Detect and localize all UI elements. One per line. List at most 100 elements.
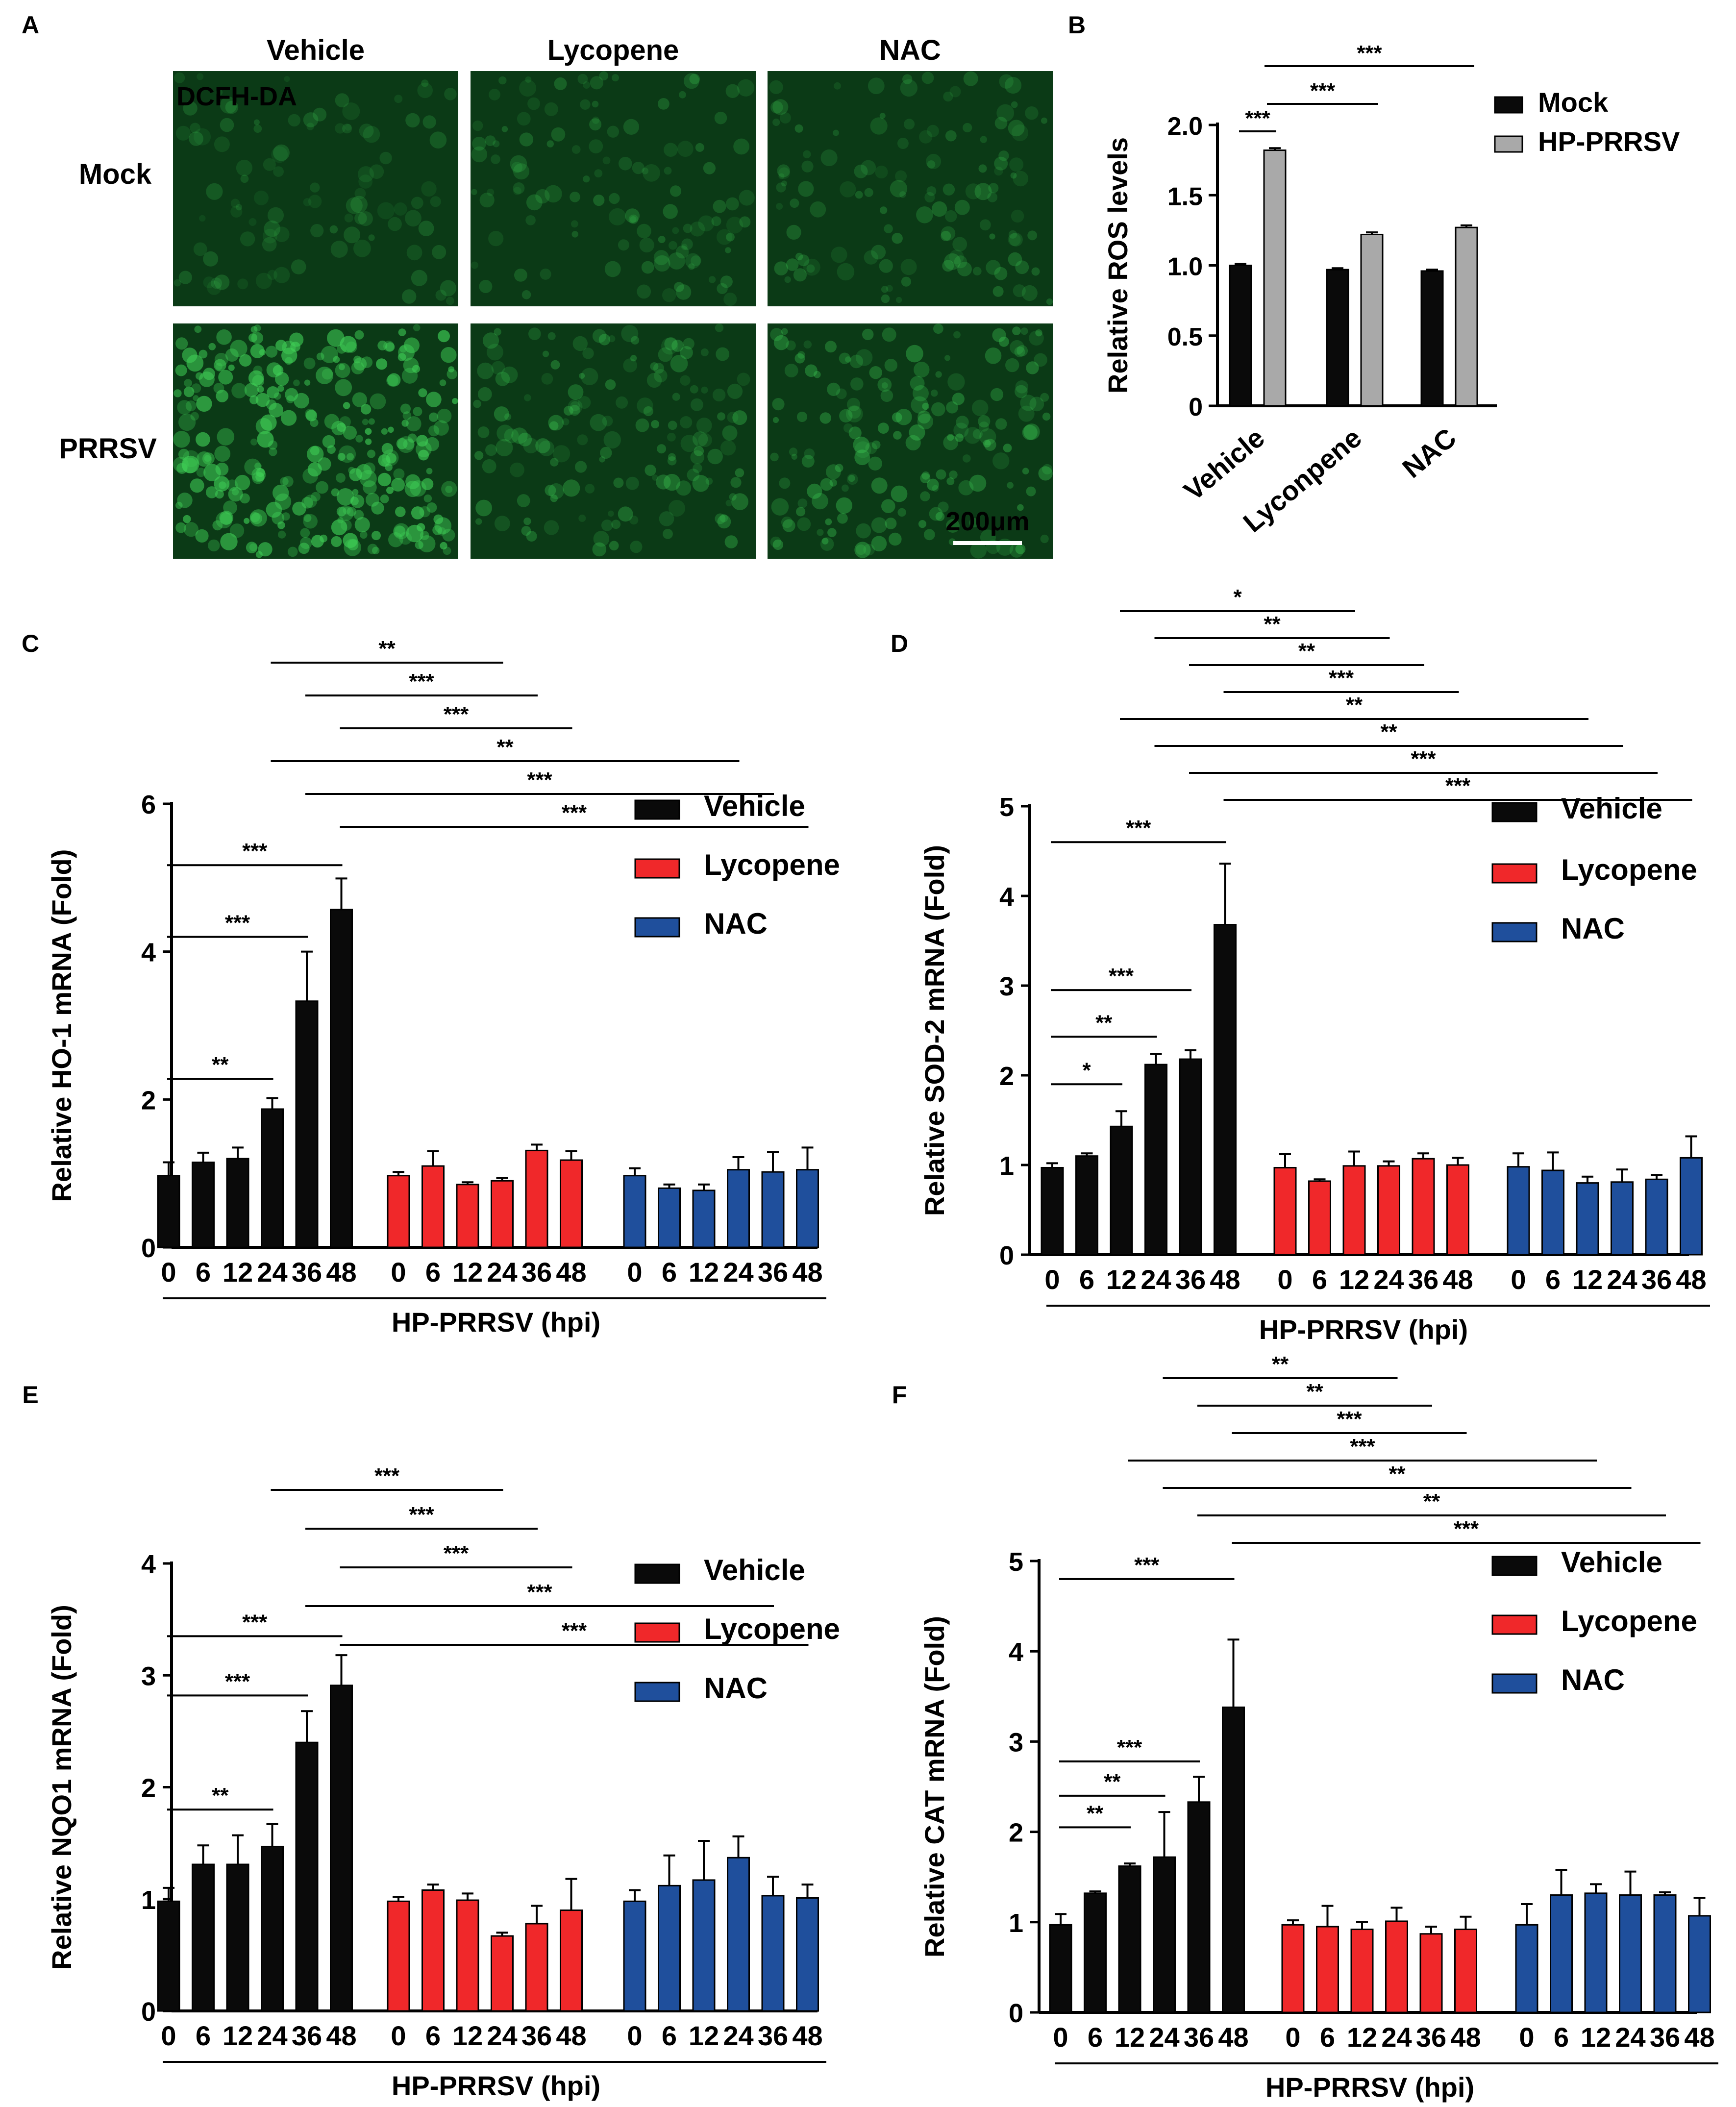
cell <box>969 518 979 528</box>
cell <box>583 175 590 183</box>
y-tick-label: 5 <box>999 793 1014 822</box>
cell <box>931 201 947 217</box>
cell <box>692 431 708 447</box>
cell <box>240 174 249 183</box>
cell <box>347 453 354 461</box>
cell <box>972 429 983 439</box>
significance-label: *** <box>225 1669 250 1693</box>
cell <box>630 216 637 223</box>
cell <box>664 143 678 157</box>
cell <box>217 428 235 446</box>
bar-nac-24h <box>1611 1181 1634 1256</box>
cell <box>433 514 444 524</box>
bar-nac-0h <box>1507 1166 1530 1256</box>
cell <box>979 219 991 231</box>
cell <box>196 468 206 477</box>
cell <box>514 269 527 282</box>
x-tick-label: 12 <box>452 1257 483 1288</box>
bar-nac-24h <box>1619 1894 1642 2013</box>
cell <box>545 485 556 496</box>
cell <box>337 453 346 461</box>
bar-vehicle-24h <box>1153 1856 1176 2013</box>
legend-swatch-lycopene <box>1491 1614 1538 1635</box>
cell <box>669 241 677 250</box>
column-label-lycopene: Lycopene <box>547 34 679 66</box>
cell <box>628 214 639 224</box>
cell <box>250 326 258 333</box>
cell <box>889 532 902 546</box>
stain-label: DCFH-DA <box>176 82 297 111</box>
cell <box>772 118 780 126</box>
cell <box>840 181 856 198</box>
cell <box>281 410 297 426</box>
cell <box>924 192 935 203</box>
cell <box>208 343 216 350</box>
cell <box>711 216 721 226</box>
cell <box>225 100 239 114</box>
cell <box>244 518 250 524</box>
cell <box>342 102 360 120</box>
bar-lycopene-6h <box>422 1165 445 1248</box>
cell <box>251 513 262 524</box>
cell <box>892 412 902 422</box>
cell <box>1013 171 1029 187</box>
bar-vehicle-0h <box>1041 1166 1064 1256</box>
bar-vehicle-36h <box>295 1000 319 1248</box>
cell <box>254 462 262 470</box>
cell <box>1020 395 1037 411</box>
x-tick-label: 36 <box>1650 2022 1680 2053</box>
panel-label-d: D <box>891 630 908 657</box>
cell <box>871 517 887 533</box>
x-tick-label: 36 <box>292 2020 322 2051</box>
cell <box>406 245 422 261</box>
x-tick-label: 24 <box>257 1257 287 1288</box>
cell <box>698 433 712 447</box>
cell <box>897 138 909 149</box>
cell <box>790 198 799 208</box>
cell <box>1008 120 1025 137</box>
cell <box>916 206 933 223</box>
cell <box>601 520 613 531</box>
cell <box>255 418 273 435</box>
cell <box>897 508 906 517</box>
cell <box>942 260 954 272</box>
bar-mock-nac <box>1420 270 1444 407</box>
cell <box>175 364 187 376</box>
cell <box>581 368 598 385</box>
cell <box>707 448 723 465</box>
cell <box>448 366 454 372</box>
cell <box>971 399 989 417</box>
cell <box>324 414 340 429</box>
significance-label: *** <box>1445 774 1471 798</box>
x-tick-label: 6 <box>662 1257 677 1288</box>
cell <box>420 531 429 540</box>
cell <box>646 372 662 388</box>
cell <box>236 204 242 211</box>
panel-label-a: A <box>22 11 39 39</box>
cell <box>216 329 232 345</box>
cell <box>203 276 215 289</box>
cell <box>267 386 279 398</box>
significance-label: ** <box>1298 639 1315 663</box>
cell <box>277 385 284 392</box>
cell <box>377 340 388 350</box>
legend-swatch-nac <box>1491 922 1538 942</box>
x-tick-label: 24 <box>1141 1264 1171 1295</box>
cell <box>819 412 831 424</box>
x-tick-label: 0 <box>161 2020 176 2051</box>
cell <box>367 544 378 554</box>
x-tick-label: 0 <box>1053 2022 1068 2053</box>
cell <box>491 361 505 375</box>
cell <box>683 73 699 89</box>
cell <box>784 364 798 377</box>
cell <box>881 499 895 513</box>
cell <box>882 327 896 342</box>
cell <box>405 113 420 128</box>
cell <box>652 474 658 481</box>
cell <box>833 129 839 136</box>
cell <box>280 477 289 486</box>
y-tick-label: 6 <box>141 790 156 819</box>
cell <box>452 398 458 404</box>
cell <box>656 474 671 490</box>
cell <box>849 354 864 369</box>
